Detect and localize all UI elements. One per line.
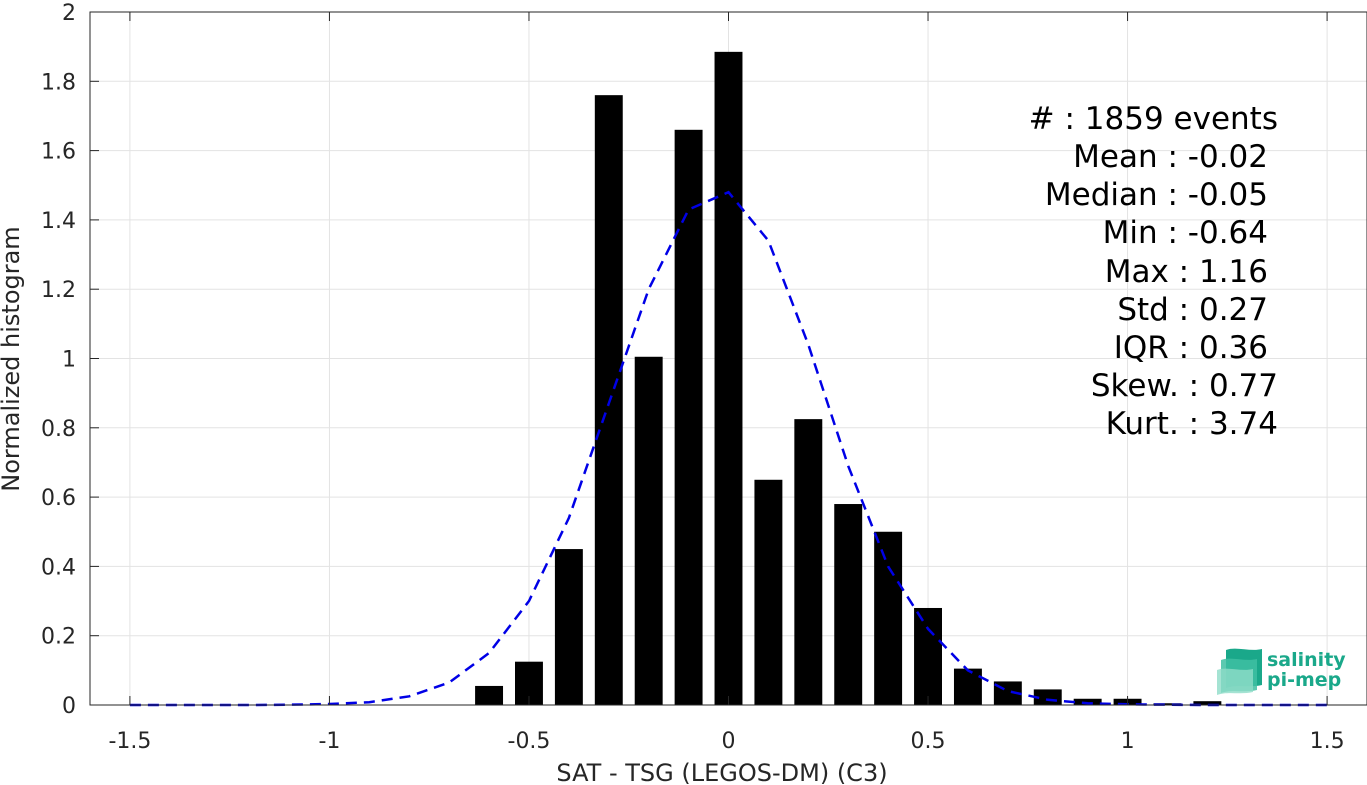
stat-max: Max : 1.16 xyxy=(1105,254,1268,290)
stat-events: # : 1859 events xyxy=(1029,101,1278,137)
y-tick-label: 1.6 xyxy=(41,140,76,165)
y-tick-label: 1 xyxy=(62,348,76,373)
histogram-bar xyxy=(1193,701,1222,705)
x-tick-label: 0.5 xyxy=(911,729,946,754)
histogram-bar xyxy=(874,531,903,705)
y-tick-label: 0.2 xyxy=(41,625,76,650)
stat-min: Min : -0.64 xyxy=(1103,215,1268,251)
stat-kurt: Kurt. : 3.74 xyxy=(1106,406,1278,442)
x-tick-label: 1.5 xyxy=(1310,729,1345,754)
histogram-bar xyxy=(794,419,823,705)
histogram-bar xyxy=(1153,703,1182,705)
y-tick-label: 0 xyxy=(62,694,76,719)
histogram-bar xyxy=(475,685,504,705)
histogram-bar xyxy=(914,607,942,705)
stat-std: Std : 0.27 xyxy=(1117,292,1268,328)
salinity-wave-icon xyxy=(1217,648,1262,695)
x-axis-label: SAT - TSG (LEGOS-DM) (C3) xyxy=(556,759,887,785)
y-tick-label: 0.6 xyxy=(41,486,76,511)
y-tick-label: 1.2 xyxy=(41,278,76,303)
y-tick-label: 1.4 xyxy=(41,209,76,234)
logo-text-pi-mep: pi-mep xyxy=(1267,669,1341,691)
histogram-bar xyxy=(754,479,783,705)
axis-ticks xyxy=(90,11,1328,706)
x-tick-label: -0.5 xyxy=(508,729,551,754)
histogram-bar xyxy=(1073,698,1102,705)
salinity-pi-mep-logo: salinity pi-mep xyxy=(1217,648,1346,695)
stat-mean: Mean : -0.02 xyxy=(1073,139,1268,175)
histogram-bar xyxy=(634,356,663,705)
stats-box: # : 1859 events Mean : -0.02 Median : -0… xyxy=(1029,101,1278,442)
y-tick-labels: 0 0.2 0.4 0.6 0.8 1 1.2 1.4 1.6 1.8 2 xyxy=(41,1,76,719)
histogram-bar xyxy=(834,504,863,705)
logo-text-salinity: salinity xyxy=(1267,649,1346,671)
x-tick-label: 1 xyxy=(1121,729,1135,754)
histogram-bar xyxy=(674,129,703,705)
y-tick-label: 2 xyxy=(62,1,76,26)
x-tick-label: -1.5 xyxy=(108,729,151,754)
histogram-bar xyxy=(554,549,583,705)
stat-median: Median : -0.05 xyxy=(1045,177,1268,213)
histogram-bar xyxy=(953,668,982,705)
y-tick-label: 0.4 xyxy=(41,555,76,580)
x-tick-label: 0 xyxy=(722,729,736,754)
x-tick-label: -1 xyxy=(318,729,340,754)
y-tick-label: 1.8 xyxy=(41,70,76,95)
y-tick-label: 0.8 xyxy=(41,417,76,442)
x-tick-labels: -1.5 -1 -0.5 0 0.5 1 1.5 xyxy=(108,729,1344,754)
histogram-bar xyxy=(714,51,743,706)
stat-skew: Skew. : 0.77 xyxy=(1091,368,1278,404)
stat-iqr: IQR : 0.36 xyxy=(1114,330,1268,366)
y-axis-label: Normalized histogram xyxy=(0,226,25,491)
